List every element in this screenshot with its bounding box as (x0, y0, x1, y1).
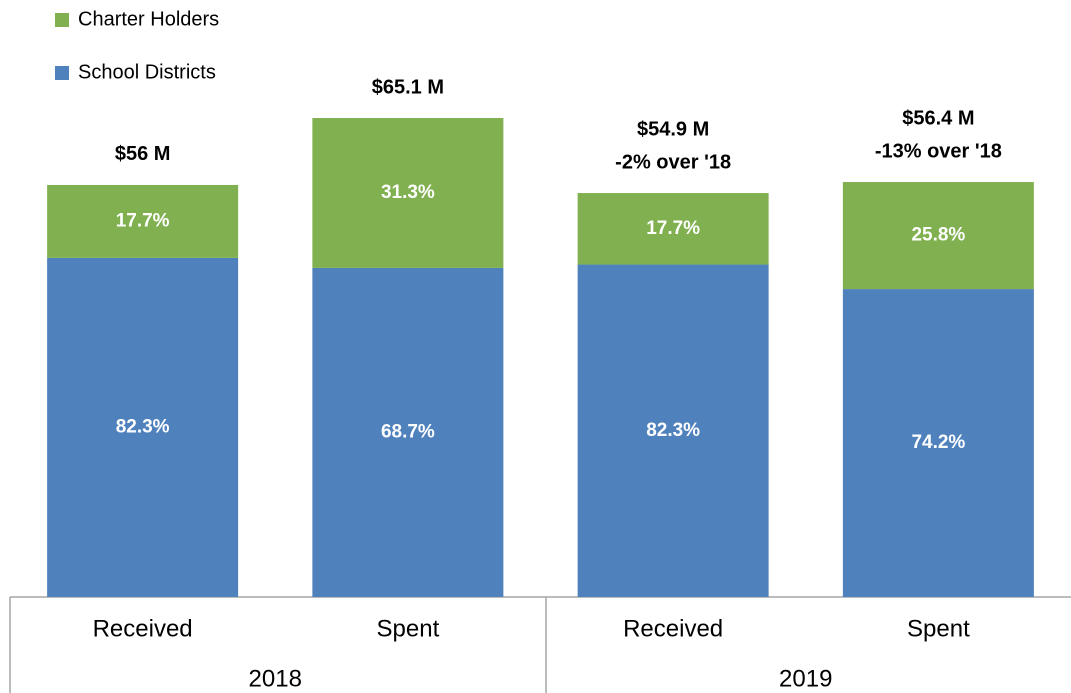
x-tick-label: Spent (907, 615, 970, 642)
bar-segment (577, 193, 769, 265)
data-label: 17.7% (646, 218, 700, 239)
total-label: $56.4 M (902, 107, 974, 129)
bar-segment (312, 267, 504, 597)
data-label: 68.7% (381, 421, 435, 442)
group-label: 2018 (249, 665, 302, 692)
total-note: -2% over '18 (615, 151, 731, 173)
legend-label: School Districts (78, 61, 216, 83)
data-label: 31.3% (381, 182, 435, 203)
data-label: 74.2% (911, 432, 965, 453)
total-label: $65.1 M (372, 76, 444, 98)
data-label: 82.3% (116, 416, 170, 437)
bar-segment (47, 257, 239, 597)
bar-segment (842, 289, 1034, 597)
total-label: $56 M (115, 143, 171, 165)
legend-label: Charter Holders (78, 8, 219, 30)
data-label: 17.7% (116, 210, 170, 231)
x-tick-label: Received (623, 615, 723, 642)
bar-segment (47, 184, 239, 258)
bar-segment (312, 118, 504, 268)
x-tick-label: Spent (377, 615, 440, 642)
data-label: 82.3% (646, 420, 700, 441)
bar-segment (577, 264, 769, 597)
data-label: 25.8% (911, 225, 965, 246)
legend-swatch (55, 13, 69, 27)
group-label: 2019 (779, 665, 832, 692)
x-tick-label: Received (93, 615, 193, 642)
bar-segment (842, 182, 1034, 290)
total-label: $54.9 M (637, 118, 709, 140)
total-note: -13% over '18 (875, 140, 1002, 162)
legend-swatch (55, 66, 69, 80)
